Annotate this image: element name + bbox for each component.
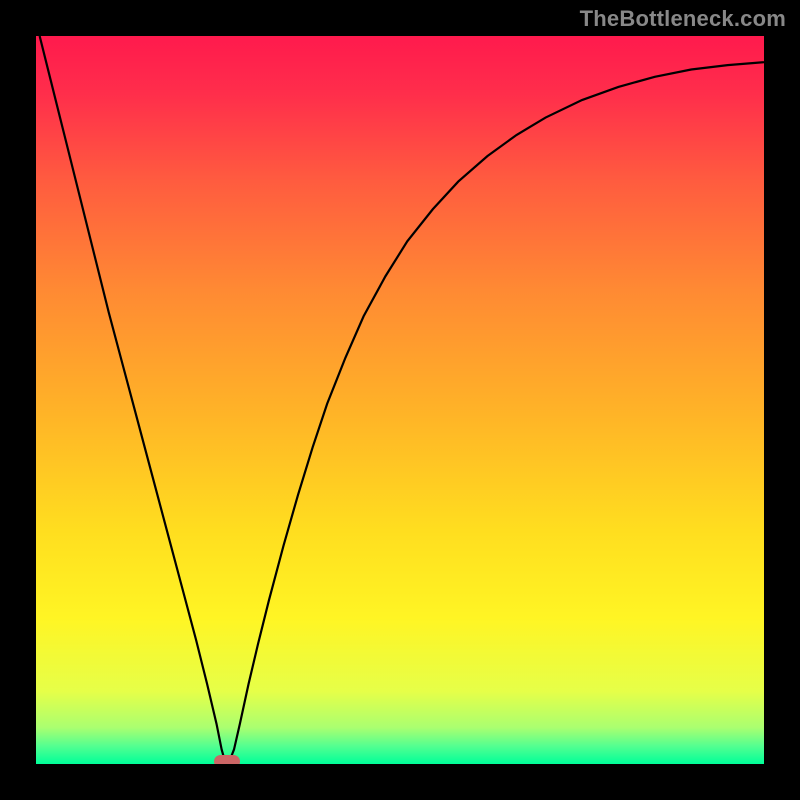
curve-path bbox=[40, 36, 764, 763]
minimum-marker bbox=[214, 755, 240, 764]
plot-area bbox=[36, 36, 764, 764]
bottleneck-curve bbox=[36, 36, 764, 764]
watermark-text: TheBottleneck.com bbox=[580, 6, 786, 32]
